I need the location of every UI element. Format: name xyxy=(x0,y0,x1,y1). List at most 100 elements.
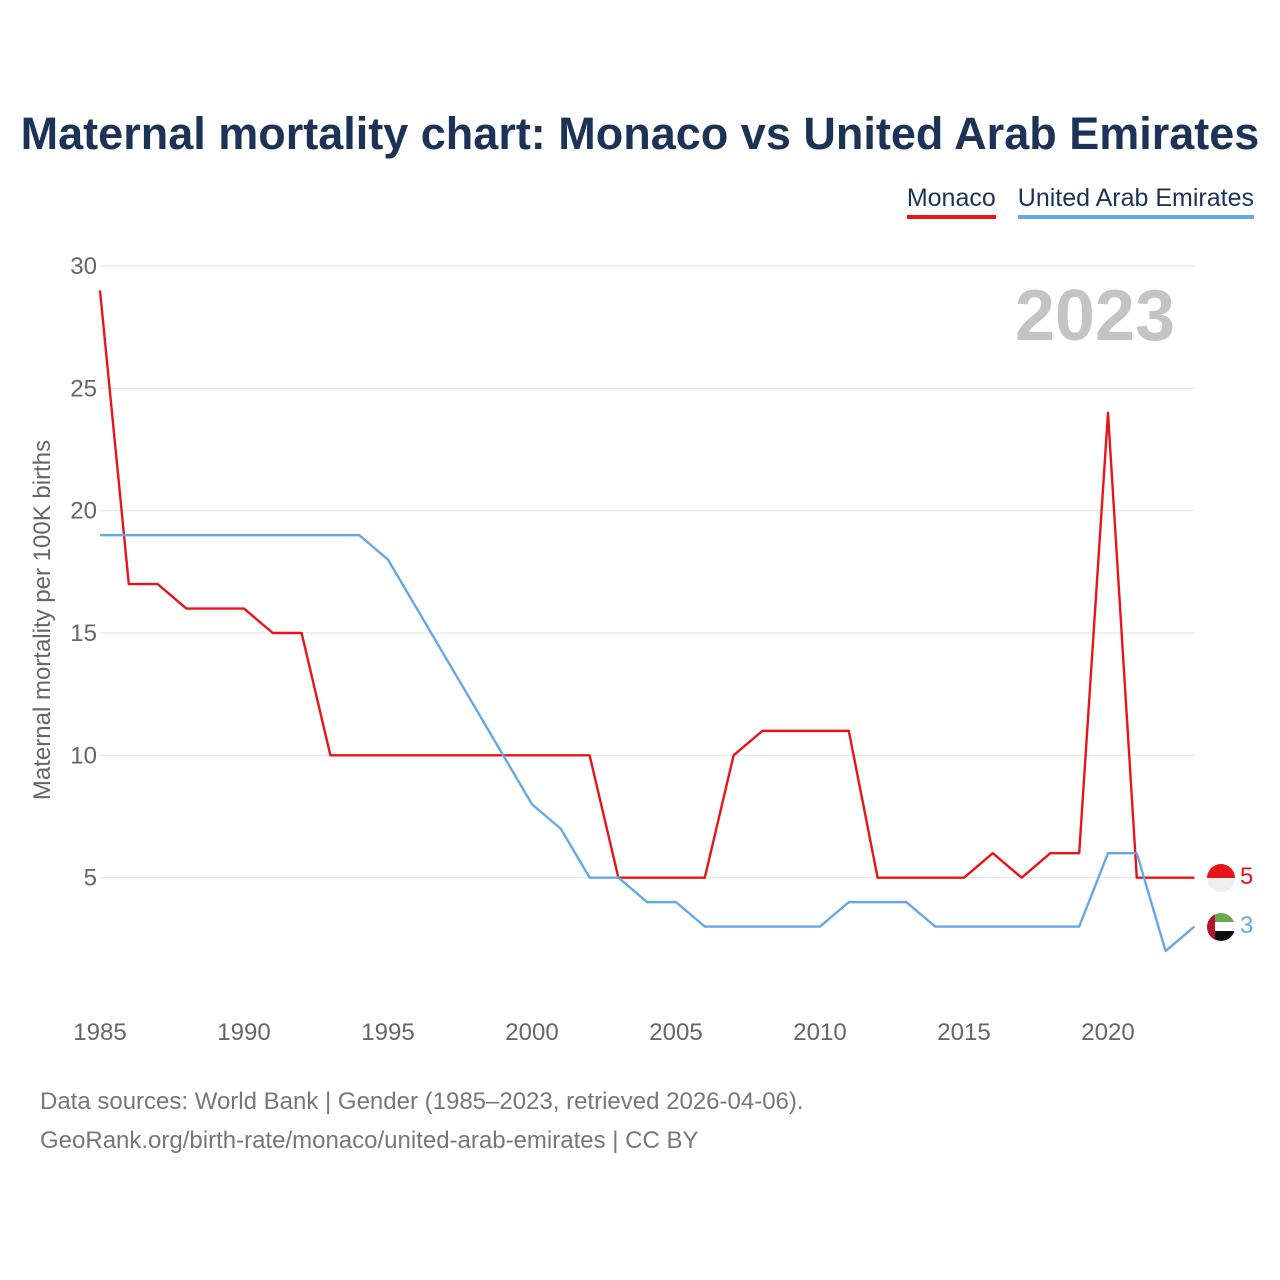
data-point-uae[interactable] xyxy=(670,896,682,908)
data-point-monaco[interactable] xyxy=(411,749,423,761)
data-point-uae[interactable] xyxy=(440,651,452,663)
data-point-monaco[interactable] xyxy=(94,284,106,296)
legend-item-monaco[interactable]: Monaco xyxy=(906,184,996,219)
data-point-monaco[interactable] xyxy=(526,749,538,761)
y-tick-label: 30 xyxy=(70,253,97,280)
series-line-uae xyxy=(100,533,1196,953)
end-label-uae: 3 xyxy=(1240,912,1253,939)
data-point-monaco[interactable] xyxy=(382,749,394,761)
data-point-monaco[interactable] xyxy=(958,872,970,884)
data-point-uae[interactable] xyxy=(814,921,826,933)
data-point-uae[interactable] xyxy=(1160,945,1172,957)
data-point-monaco[interactable] xyxy=(1044,847,1056,859)
data-point-monaco[interactable] xyxy=(1131,872,1143,884)
data-point-monaco[interactable] xyxy=(238,603,250,615)
data-point-uae[interactable] xyxy=(267,529,279,541)
data-point-uae[interactable] xyxy=(468,700,480,712)
data-point-monaco[interactable] xyxy=(353,749,365,761)
data-point-uae[interactable] xyxy=(1131,847,1143,859)
data-point-monaco[interactable] xyxy=(324,749,336,761)
x-tick-label: 2020 xyxy=(1081,1019,1134,1046)
data-point-uae[interactable] xyxy=(555,823,567,835)
data-point-uae[interactable] xyxy=(728,921,740,933)
x-tick-label: 2010 xyxy=(793,1019,846,1046)
uae-flag-icon xyxy=(1207,913,1235,941)
data-point-monaco[interactable] xyxy=(209,603,221,615)
data-point-uae[interactable] xyxy=(987,921,999,933)
data-point-uae[interactable] xyxy=(900,896,912,908)
data-point-uae[interactable] xyxy=(1188,921,1200,933)
data-point-uae[interactable] xyxy=(324,529,336,541)
data-point-uae[interactable] xyxy=(209,529,221,541)
data-point-monaco[interactable] xyxy=(152,578,164,590)
data-point-monaco[interactable] xyxy=(440,749,452,761)
data-point-monaco[interactable] xyxy=(670,872,682,884)
data-point-uae[interactable] xyxy=(843,896,855,908)
y-tick-label: 20 xyxy=(70,498,97,525)
data-point-monaco[interactable] xyxy=(900,872,912,884)
data-point-monaco[interactable] xyxy=(584,749,596,761)
data-point-uae[interactable] xyxy=(296,529,308,541)
x-tick-label: 2000 xyxy=(505,1019,558,1046)
data-point-monaco[interactable] xyxy=(555,749,567,761)
data-point-uae[interactable] xyxy=(238,529,250,541)
chart-title: Maternal mortality chart: Monaco vs Unit… xyxy=(20,108,1260,159)
data-point-uae[interactable] xyxy=(353,529,365,541)
data-point-uae[interactable] xyxy=(641,896,653,908)
data-point-monaco[interactable] xyxy=(785,725,797,737)
legend: Monaco United Arab Emirates xyxy=(906,184,1254,219)
data-point-uae[interactable] xyxy=(94,529,106,541)
y-tick-label: 15 xyxy=(70,620,97,647)
x-tick-label: 2015 xyxy=(937,1019,990,1046)
data-point-monaco[interactable] xyxy=(1160,872,1172,884)
x-tick-label: 2005 xyxy=(649,1019,702,1046)
series-line-monaco xyxy=(98,290,1195,879)
data-point-uae[interactable] xyxy=(1073,921,1085,933)
data-point-uae[interactable] xyxy=(180,529,192,541)
data-point-uae[interactable] xyxy=(152,529,164,541)
data-point-monaco[interactable] xyxy=(296,627,308,639)
source-line-1: Data sources: World Bank | Gender (1985–… xyxy=(40,1088,804,1115)
data-point-uae[interactable] xyxy=(526,798,538,810)
x-tick-label: 1985 xyxy=(73,1019,126,1046)
data-point-monaco[interactable] xyxy=(267,627,279,639)
data-point-monaco[interactable] xyxy=(814,725,826,737)
data-point-monaco[interactable] xyxy=(180,603,192,615)
y-axis-label: Maternal mortality per 100K births xyxy=(29,440,56,800)
data-point-monaco[interactable] xyxy=(641,872,653,884)
data-point-uae[interactable] xyxy=(123,529,135,541)
data-point-monaco[interactable] xyxy=(728,749,740,761)
data-point-monaco[interactable] xyxy=(872,872,884,884)
data-point-monaco[interactable] xyxy=(987,847,999,859)
x-tick-label: 1995 xyxy=(361,1019,414,1046)
legend-item-uae[interactable]: United Arab Emirates xyxy=(1017,184,1254,219)
y-tick-label: 25 xyxy=(70,375,97,402)
data-point-monaco[interactable] xyxy=(756,725,768,737)
data-point-uae[interactable] xyxy=(1102,847,1114,859)
data-point-monaco[interactable] xyxy=(929,872,941,884)
data-point-monaco[interactable] xyxy=(468,749,480,761)
data-point-uae[interactable] xyxy=(411,603,423,615)
monaco-flag-icon xyxy=(1207,864,1235,892)
data-point-uae[interactable] xyxy=(785,921,797,933)
data-point-uae[interactable] xyxy=(497,749,509,761)
data-point-uae[interactable] xyxy=(1044,921,1056,933)
data-point-uae[interactable] xyxy=(929,921,941,933)
data-point-monaco[interactable] xyxy=(1073,847,1085,859)
data-point-uae[interactable] xyxy=(756,921,768,933)
data-point-uae[interactable] xyxy=(584,872,596,884)
data-point-monaco[interactable] xyxy=(1102,407,1114,419)
data-point-uae[interactable] xyxy=(382,554,394,566)
data-point-uae[interactable] xyxy=(699,921,711,933)
data-point-uae[interactable] xyxy=(958,921,970,933)
source-line-2[interactable]: GeoRank.org/birth-rate/monaco/united-ara… xyxy=(40,1127,699,1154)
data-point-uae[interactable] xyxy=(612,872,624,884)
data-point-monaco[interactable] xyxy=(1016,872,1028,884)
data-point-uae[interactable] xyxy=(872,896,884,908)
data-point-monaco[interactable] xyxy=(123,578,135,590)
data-point-uae[interactable] xyxy=(1016,921,1028,933)
data-point-monaco[interactable] xyxy=(1188,872,1200,884)
x-tick-label: 1990 xyxy=(217,1019,270,1046)
data-point-monaco[interactable] xyxy=(843,725,855,737)
data-point-monaco[interactable] xyxy=(699,872,711,884)
